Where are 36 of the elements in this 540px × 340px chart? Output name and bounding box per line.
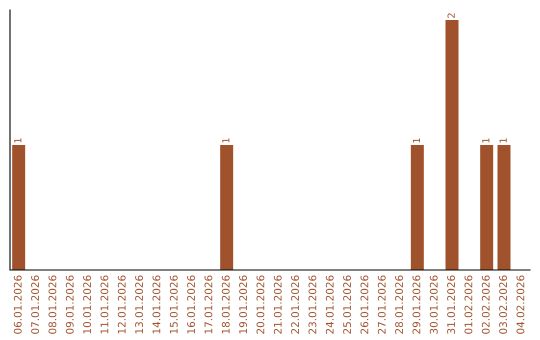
x-tick-label: 01.02.2026 [464, 276, 472, 334]
x-tick-label: 09.01.2026 [66, 276, 74, 334]
x-tick-label: 23.01.2026 [308, 276, 316, 334]
x-tick-label: 04.02.2026 [516, 276, 524, 334]
x-tick-label: 14.01.2026 [152, 276, 160, 334]
x-tick-label: 11.01.2026 [100, 276, 108, 334]
x-tick-label: 24.01.2026 [326, 276, 334, 334]
x-tick-label: 15.01.2026 [170, 276, 178, 334]
data-label: 1 [482, 138, 490, 143]
x-tick-label: 17.01.2026 [204, 276, 212, 334]
x-tick-label: 19.01.2026 [239, 276, 248, 334]
x-tick-label: 02.02.2026 [482, 276, 490, 334]
x-tick-label: 26.01.2026 [360, 276, 368, 334]
x-tick-label: 30.01.2026 [430, 276, 438, 334]
x-tick-label: 25.01.2026 [343, 276, 352, 334]
x-tick-label: 20.01.2026 [256, 276, 264, 334]
x-tick-label: 08.01.2026 [48, 276, 56, 334]
x-tick-label: 31.01.2026 [447, 276, 456, 334]
x-tick-label: 27.01.2026 [378, 276, 386, 334]
data-label: 1 [14, 138, 22, 143]
x-tick-label: 10.01.2026 [83, 276, 92, 334]
x-tick-label: 12.01.2026 [118, 276, 126, 334]
x-tick-label: 13.01.2026 [135, 276, 144, 334]
x-tick-label: 29.01.2026 [412, 276, 420, 334]
x-tick-label: 16.01.2026 [187, 276, 196, 334]
x-tick-label: 18.01.2026 [222, 276, 230, 334]
x-tick-label: 07.01.2026 [31, 276, 40, 334]
x-tick-label: 21.01.2026 [274, 276, 282, 334]
x-tick-label: 28.01.2026 [395, 276, 404, 334]
data-label: 1 [412, 138, 420, 143]
x-tick-label: 03.02.2026 [499, 276, 508, 334]
x-tick-label: 22.01.2026 [291, 276, 300, 334]
data-label: 2 [447, 13, 455, 18]
data-label: 1 [222, 138, 230, 143]
data-label: 1 [500, 138, 507, 143]
x-tick-label: 06.01.2026 [14, 276, 22, 334]
